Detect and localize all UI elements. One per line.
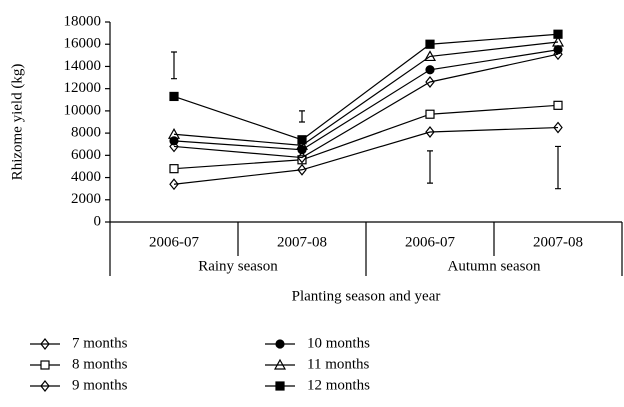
error-bar (171, 51, 177, 80)
series-line (173, 33, 559, 141)
legend-label: 12 months (307, 377, 370, 393)
y-tick-label: 4000 (71, 169, 101, 185)
x-tick-label: 2006-07 (149, 234, 199, 250)
legend-marker (40, 380, 50, 392)
data-point (553, 100, 563, 110)
series-line (173, 126, 559, 185)
data-point (169, 164, 179, 174)
x-tick-label: 2007-08 (277, 234, 327, 250)
series-line (173, 53, 559, 159)
data-point (553, 29, 563, 39)
error-bar (555, 145, 561, 190)
data-point (297, 135, 307, 145)
group-label: Rainy season (198, 258, 278, 274)
y-tick-label: 14000 (64, 58, 102, 74)
y-tick-label: 10000 (64, 102, 102, 118)
data-point (423, 50, 437, 62)
data-point (169, 136, 179, 146)
series-line (173, 49, 559, 151)
data-point (167, 127, 181, 139)
data-point (297, 155, 307, 165)
data-point (295, 139, 309, 150)
data-point (425, 126, 435, 138)
group-label: Autumn season (448, 258, 541, 274)
data-point (297, 151, 307, 164)
y-tick-label: 2000 (71, 191, 101, 207)
legend-label: 7 months (72, 335, 128, 351)
y-axis-label: Rhizome yield (kg) (9, 64, 25, 181)
error-bar (427, 150, 433, 184)
data-point (169, 140, 179, 153)
data-point (425, 76, 435, 88)
y-tick-label: 12000 (64, 80, 102, 96)
data-point (297, 163, 307, 176)
legend-label: 8 months (72, 356, 128, 372)
x-tick-label: 2007-08 (533, 234, 583, 250)
series-line (173, 41, 559, 146)
legend-marker (273, 358, 287, 370)
data-point (551, 35, 565, 47)
legend-marker (275, 381, 285, 391)
x-tick-label: 2006-07 (405, 234, 455, 250)
data-point (553, 45, 563, 55)
data-point (169, 178, 179, 191)
y-tick-label: 8000 (71, 125, 101, 141)
series-line (173, 104, 559, 170)
data-point (425, 65, 435, 75)
data-point (169, 91, 179, 102)
legend-marker (40, 338, 50, 350)
y-tick-label: 6000 (71, 147, 101, 163)
data-point (425, 39, 435, 49)
legend-marker (40, 360, 50, 370)
y-tick-label: 18000 (64, 13, 102, 29)
x-axis-label: Planting season and year (292, 288, 441, 304)
y-tick-label: 0 (94, 213, 102, 229)
legend-label: 11 months (307, 356, 370, 372)
data-point (553, 121, 563, 134)
error-bar (299, 110, 305, 123)
data-point (425, 109, 435, 119)
legend-label: 9 months (72, 377, 128, 393)
y-tick-label: 16000 (64, 36, 102, 52)
legend-label: 10 months (307, 335, 370, 351)
legend-marker (275, 339, 285, 349)
